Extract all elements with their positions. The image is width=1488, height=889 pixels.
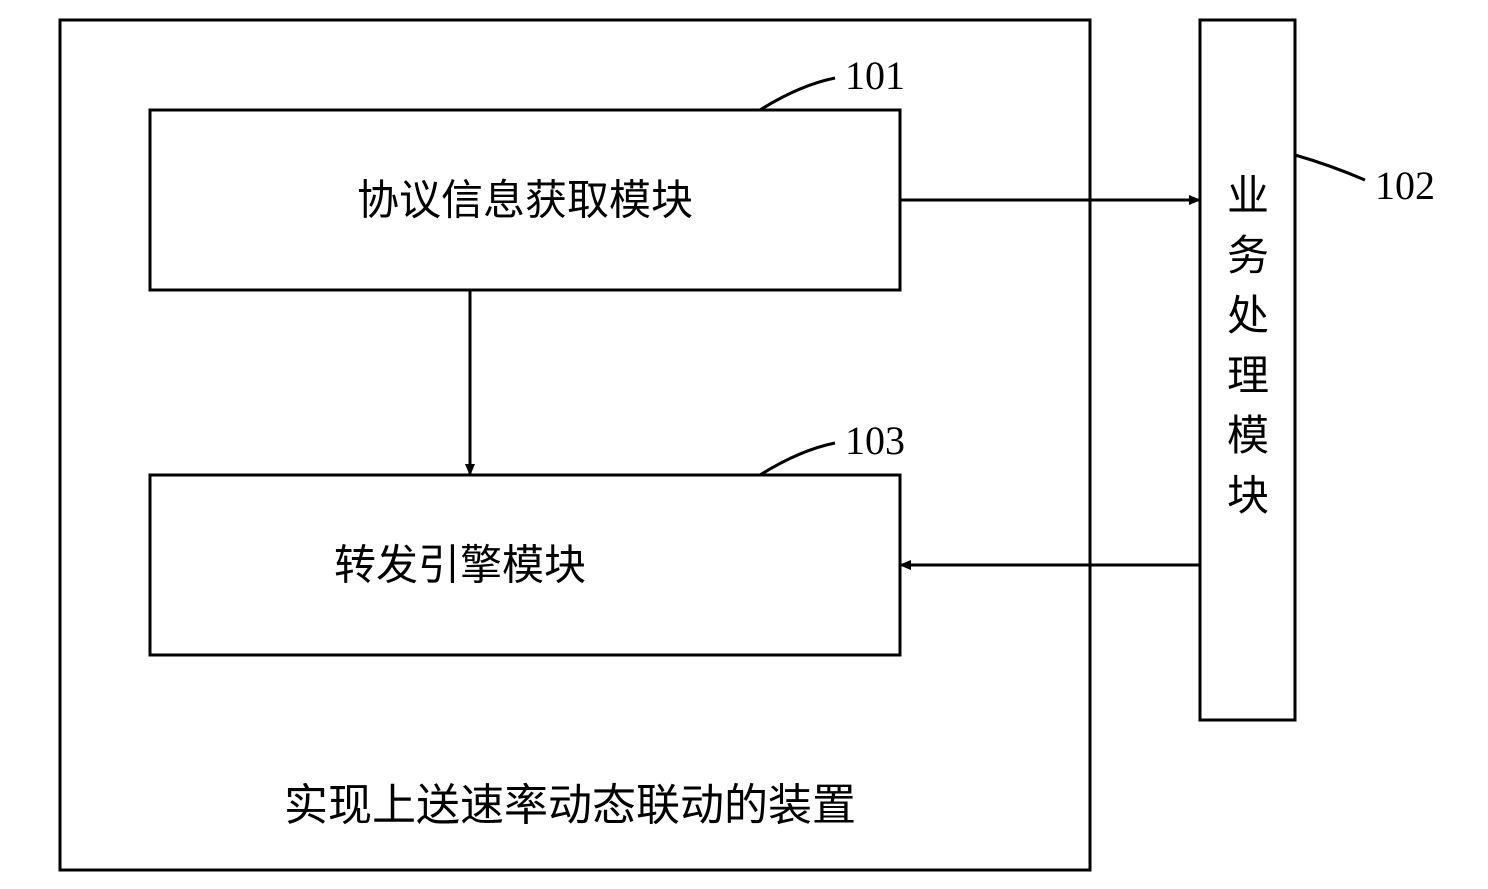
module-101-ref: 101 (845, 53, 905, 98)
outer-box-caption: 实现上送速率动态联动的装置 (284, 781, 856, 830)
block-diagram: 协议信息获取模块 101 转发引擎模块 103 业务处理模块 102 实现上送速… (0, 0, 1488, 889)
module-102-char: 模 (1227, 414, 1269, 460)
module-102-char: 块 (1227, 474, 1269, 520)
module-102-ref: 102 (1375, 163, 1435, 208)
module-103-label: 转发引擎模块 (334, 543, 586, 590)
module-103-ref: 103 (845, 418, 905, 463)
module-102-char: 处 (1227, 294, 1269, 340)
module-103-leader (760, 443, 835, 475)
outer-box (60, 20, 1090, 870)
module-102-leader (1295, 155, 1365, 180)
module-102-char: 务 (1227, 234, 1269, 280)
module-102-label: 业务处理模块 (1227, 174, 1269, 520)
module-101-label: 协议信息获取模块 (357, 178, 693, 225)
module-101-leader (760, 78, 835, 110)
module-102-char: 理 (1227, 354, 1269, 400)
module-102-char: 业 (1227, 174, 1269, 220)
